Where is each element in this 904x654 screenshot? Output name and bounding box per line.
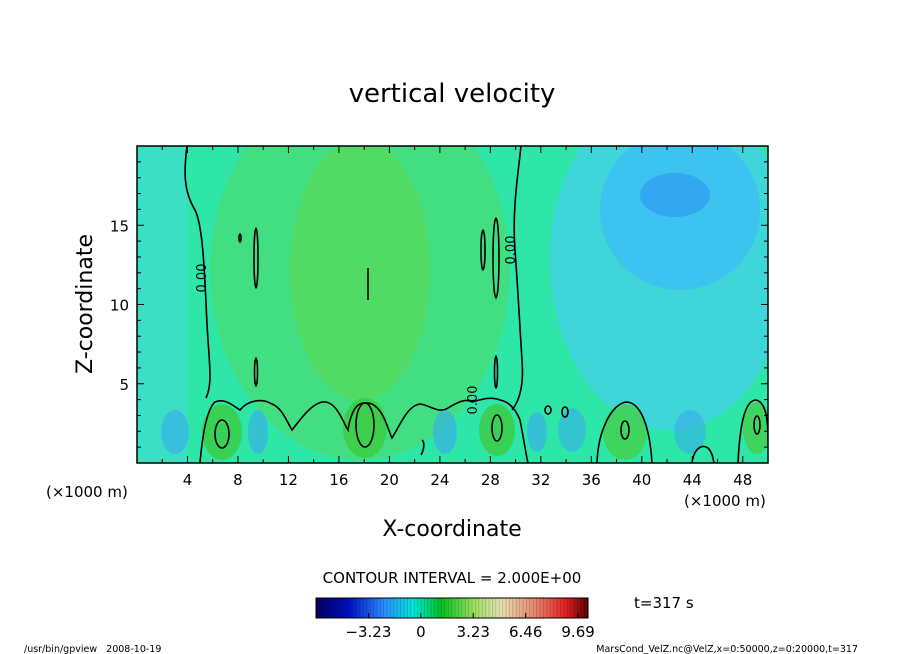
x-tick-label: 4 — [183, 471, 193, 489]
x-tick-label: 32 — [531, 471, 550, 489]
cell-contour — [238, 233, 242, 243]
x-tick-label: 28 — [481, 471, 500, 489]
cell-contour — [492, 217, 500, 299]
footer-right: MarsCond_VelZ.nc@VelZ,x=0:50000,z=0:2000… — [596, 644, 858, 654]
x-axis-label: X-coordinate — [382, 517, 521, 542]
x-tick-label: 36 — [582, 471, 601, 489]
x-tick-label: 16 — [329, 471, 348, 489]
x-unit-right: (×1000 m) — [684, 492, 766, 510]
y-tick-label: 5 — [119, 376, 129, 394]
y-axis-label: Z-coordinate — [73, 234, 98, 374]
contour-label: 0.00 — [504, 236, 519, 265]
colorbar-tick-label: 9.69 — [561, 623, 594, 641]
cell-contour — [493, 355, 499, 389]
x-tick-label: 24 — [430, 471, 449, 489]
cell-contour — [420, 439, 425, 456]
x-tick-label: 20 — [380, 471, 399, 489]
y-tick-label: 10 — [110, 297, 129, 315]
cell-contour — [544, 405, 552, 415]
contour-interval: CONTOUR INTERVAL = 2.000E+00 — [323, 569, 582, 587]
cell-contour — [620, 420, 630, 440]
chart-title: vertical velocity — [349, 79, 556, 109]
x-tick-label: 44 — [683, 471, 702, 489]
colorbar-ticks: −3.23 0 3.23 6.46 9.69 — [345, 613, 595, 641]
colorbar — [315, 597, 589, 619]
zero-contour-right — [511, 146, 524, 411]
colorbar-tick-label: 0 — [416, 623, 426, 641]
x-tick-label: 40 — [632, 471, 651, 489]
cell-contour — [561, 406, 569, 418]
contour-label: 0.00 — [195, 264, 210, 293]
cell-contour — [753, 415, 761, 435]
cell-contour — [253, 357, 259, 387]
y-tick-label: 15 — [110, 217, 129, 235]
surface-contour — [199, 397, 529, 463]
cell-contour — [480, 229, 486, 271]
x-tick-label: 48 — [733, 471, 752, 489]
colorbar-tick-label: 6.46 — [509, 623, 542, 641]
colorbar-tick-label: −3.23 — [345, 623, 391, 641]
colorbar-stripes — [318, 598, 588, 618]
cell-contour — [491, 414, 503, 442]
x-unit-left: (×1000 m) — [46, 483, 128, 501]
cell-contour — [691, 445, 715, 463]
cell-contour — [355, 402, 375, 448]
zero-contour-left — [184, 146, 211, 399]
cell-contour — [737, 399, 768, 463]
x-tick-label: 12 — [279, 471, 298, 489]
cell-contour — [253, 227, 259, 289]
footer-left: /usr/bin/gpview 2008-10-19 — [24, 644, 161, 654]
contour-labels: 0.00 0.00 0.00 — [195, 236, 519, 415]
heatmap-field — [137, 146, 768, 463]
contour-label: 0.00 — [466, 386, 481, 415]
time-label: t=317 s — [634, 594, 694, 612]
colorbar-tick-label: 3.23 — [457, 623, 490, 641]
x-tick-label: 8 — [233, 471, 243, 489]
cell-contour — [214, 419, 230, 449]
cell-contour — [596, 401, 653, 463]
contour-lines — [184, 146, 768, 463]
